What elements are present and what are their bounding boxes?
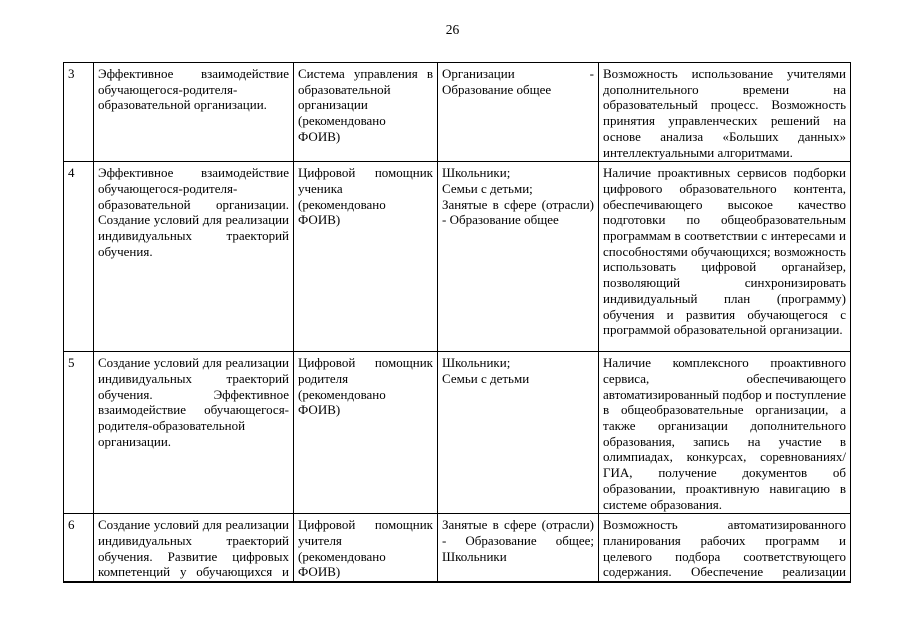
task-cell: Создание условий для реализации индивиду… [93,351,294,515]
table-row: 5 Создание условий для реализации индиви… [63,351,851,515]
table-row: 4 Эффективное взаимодействие обучающегос… [63,161,851,353]
effect-cell: Наличие комплексного проактивного сервис… [598,351,851,515]
effect-cell: Возможность автоматизированного планиров… [598,513,851,583]
task-cell: Эффективное взаимодействие обучающегося-… [93,61,294,163]
content-table: 3 Эффективное взаимодействие обучающегос… [63,61,851,584]
effect-cell: Наличие проактивных сервисов подборки ци… [598,161,851,353]
target-audience-cell: Школьники; Семьи с детьми [437,351,599,515]
table-row: 3 Эффективное взаимодействие обучающегос… [63,61,851,163]
target-audience-cell: Занятые в сфере (отрасли) - Образование … [437,513,599,583]
solution-cell: Цифровой помощник учителя (рекомендовано… [293,513,438,583]
row-number-cell: 3 [63,61,94,163]
row-number-cell: 6 [63,513,94,583]
solution-cell: Цифровой помощник ученика (рекомендовано… [293,161,438,353]
table-row: 6 Создание условий для реализации индиви… [63,513,851,583]
target-audience-cell: Организации - Образование общее [437,61,599,163]
task-cell: Эффективное взаимодействие обучающегося-… [93,161,294,353]
row-number-cell: 5 [63,351,94,515]
page-number: 26 [445,22,460,37]
row-number-cell: 4 [63,161,94,353]
target-audience-cell: Школьники; Семьи с детьми; Занятые в сфе… [437,161,599,353]
solution-cell: Цифровой помощник родителя (рекомендован… [293,351,438,515]
task-cell: Создание условий для реализации индивиду… [93,513,294,583]
effect-cell: Возможность использование учителями допо… [598,61,851,163]
solution-cell: Система управления в образовательной орг… [293,61,438,163]
